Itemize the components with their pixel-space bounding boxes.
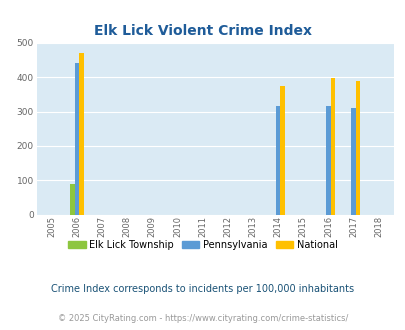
Bar <box>275 106 280 214</box>
Bar <box>355 81 360 214</box>
Bar <box>280 86 284 214</box>
Bar <box>330 78 335 214</box>
Text: Elk Lick Violent Crime Index: Elk Lick Violent Crime Index <box>94 24 311 38</box>
Bar <box>70 183 75 214</box>
Bar <box>75 63 79 214</box>
Bar <box>350 108 355 214</box>
Text: © 2025 CityRating.com - https://www.cityrating.com/crime-statistics/: © 2025 CityRating.com - https://www.city… <box>58 314 347 323</box>
Bar <box>325 106 330 214</box>
Text: Crime Index corresponds to incidents per 100,000 inhabitants: Crime Index corresponds to incidents per… <box>51 284 354 294</box>
Bar <box>79 53 83 214</box>
Legend: Elk Lick Township, Pennsylvania, National: Elk Lick Township, Pennsylvania, Nationa… <box>64 236 341 254</box>
